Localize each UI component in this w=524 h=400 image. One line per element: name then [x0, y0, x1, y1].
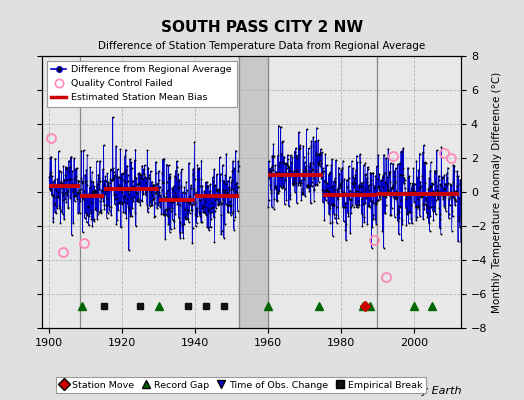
- Y-axis label: Monthly Temperature Anomaly Difference (°C): Monthly Temperature Anomaly Difference (…: [492, 71, 501, 313]
- Legend: Station Move, Record Gap, Time of Obs. Change, Empirical Break: Station Move, Record Gap, Time of Obs. C…: [56, 377, 426, 393]
- Bar: [239, 56, 268, 328]
- Text: SOUTH PASS CITY 2 NW: SOUTH PASS CITY 2 NW: [161, 20, 363, 36]
- Text: Difference of Station Temperature Data from Regional Average: Difference of Station Temperature Data f…: [99, 41, 425, 51]
- Legend: Difference from Regional Average, Quality Control Failed, Estimated Station Mean: Difference from Regional Average, Qualit…: [47, 61, 236, 107]
- Text: Berkeley Earth: Berkeley Earth: [379, 386, 461, 396]
